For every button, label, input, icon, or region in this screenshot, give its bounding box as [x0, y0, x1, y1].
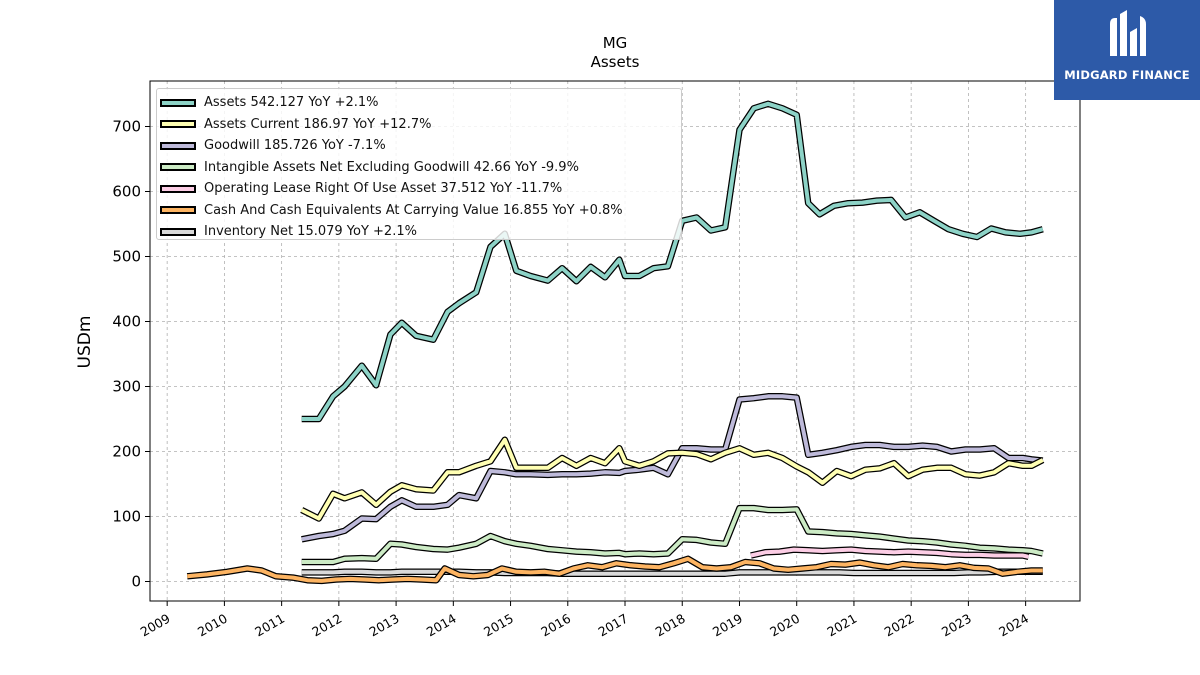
- legend-swatch: [160, 141, 196, 150]
- series-lines: [186, 100, 1045, 585]
- legend-swatch: [160, 184, 196, 193]
- series-line: [300, 436, 1045, 522]
- legend-item: Cash And Cash Equivalents At Carrying Va…: [160, 200, 681, 222]
- series-stroke: [750, 547, 1029, 559]
- x-tick-label: 2014: [424, 611, 459, 640]
- x-tick-label: 2021: [824, 611, 859, 640]
- x-tick-label: 2018: [653, 611, 688, 640]
- legend-swatch: [160, 98, 196, 107]
- y-tick-label: 400: [112, 313, 141, 331]
- legend-label: Operating Lease Right Of Use Asset 37.51…: [204, 181, 563, 197]
- x-tick-label: 2015: [481, 611, 516, 640]
- legend-item: Operating Lease Right Of Use Asset 37.51…: [160, 178, 681, 200]
- y-tick-label: 600: [112, 183, 141, 201]
- series-stroke: [187, 556, 1043, 583]
- legend-item: Intangible Assets Net Excluding Goodwill…: [160, 157, 681, 179]
- x-tick-label: 2023: [939, 611, 974, 640]
- x-tick-label: 2024: [996, 611, 1031, 640]
- legend-swatch: [160, 206, 196, 215]
- x-tick-label: 2012: [309, 611, 344, 640]
- series-line: [301, 100, 1044, 423]
- series-stroke: [301, 394, 1044, 542]
- series-line: [301, 504, 1044, 566]
- x-tick-label: 2013: [367, 611, 402, 640]
- y-tick-label: 200: [112, 443, 141, 461]
- x-tick-label: 2020: [767, 611, 802, 640]
- chart-legend: Assets 542.127 YoY +2.1% Assets Current …: [156, 88, 682, 240]
- x-tick-label: 2009: [138, 611, 173, 640]
- x-tick-label: 2016: [538, 611, 573, 640]
- x-tick-label: 2017: [595, 611, 630, 640]
- series-stroke: [301, 569, 1043, 576]
- legend-label: Inventory Net 15.079 YoY +2.1%: [204, 224, 417, 240]
- y-tick-label: 500: [112, 248, 141, 266]
- x-tick-label: 2010: [195, 611, 230, 640]
- series-line: [301, 568, 1043, 577]
- legend-label: Assets 542.127 YoY +2.1%: [204, 95, 379, 111]
- plot-frame: [149, 80, 1081, 602]
- chart-subtitle: Assets: [591, 53, 640, 71]
- series-line: [186, 555, 1043, 585]
- legend-label: Cash And Cash Equivalents At Carrying Va…: [204, 202, 623, 218]
- x-tick-label: 2011: [252, 611, 287, 640]
- legend-label: Assets Current 186.97 YoY +12.7%: [204, 116, 432, 132]
- legend-label: Intangible Assets Net Excluding Goodwill…: [204, 159, 579, 175]
- y-tick-label: 100: [112, 508, 141, 526]
- legend-item: Inventory Net 15.079 YoY +2.1%: [160, 221, 681, 243]
- y-tick-label: 0: [131, 573, 141, 591]
- series-line: [301, 393, 1044, 543]
- legend-swatch: [160, 227, 196, 236]
- series-stroke: [301, 506, 1044, 564]
- legend-item: Goodwill 185.726 YoY -7.1%: [160, 135, 681, 157]
- legend-swatch: [160, 163, 196, 172]
- x-tick-label: 2022: [882, 611, 917, 640]
- series-stroke: [300, 437, 1044, 521]
- chart-title: MG: [603, 34, 628, 52]
- legend-item: Assets Current 186.97 YoY +12.7%: [160, 114, 681, 136]
- brand-logo: MIDGARD FINANCE: [1054, 0, 1200, 100]
- legend-item: Assets 542.127 YoY +2.1%: [160, 92, 681, 114]
- series-line: [750, 546, 1030, 560]
- y-axis-label: USDm: [75, 316, 95, 369]
- legend-label: Goodwill 185.726 YoY -7.1%: [204, 138, 386, 154]
- series-stroke: [301, 101, 1044, 421]
- brand-name: MIDGARD FINANCE: [1064, 68, 1190, 82]
- y-tick-label: 300: [112, 378, 141, 396]
- legend-swatch: [160, 120, 196, 129]
- x-tick-label: 2019: [710, 611, 745, 640]
- logo-icon: [1110, 10, 1146, 56]
- y-tick-label: 700: [112, 118, 141, 136]
